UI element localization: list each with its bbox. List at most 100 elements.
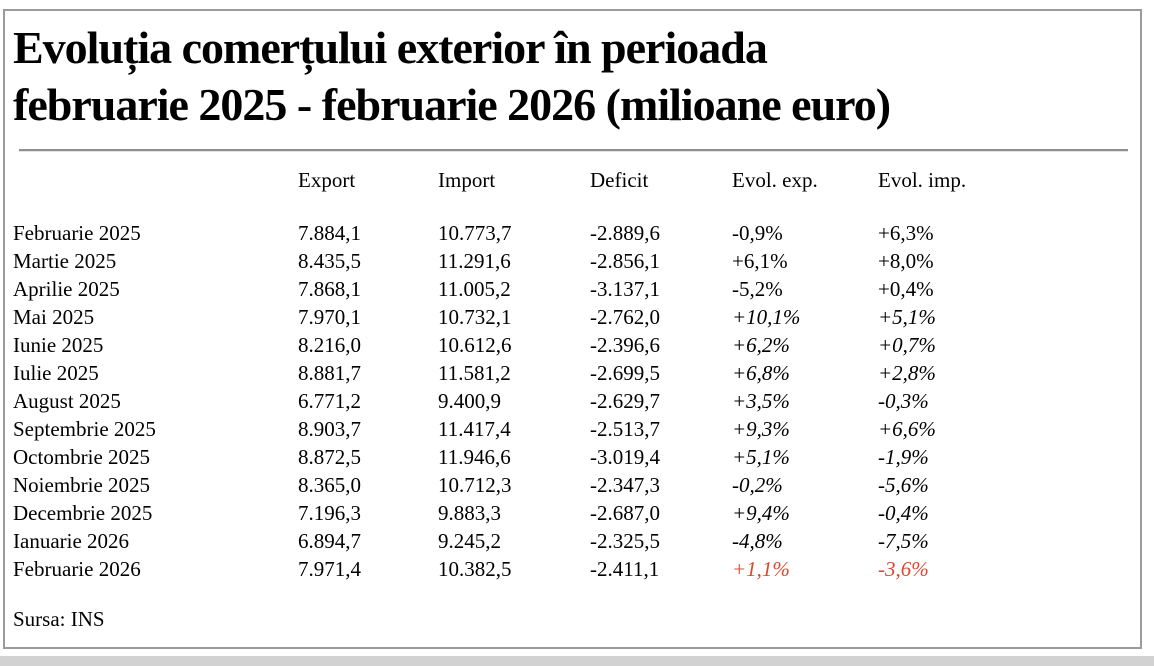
cell-month: Februarie 2025: [13, 220, 141, 245]
cell-month: Decembrie 2025: [13, 500, 153, 525]
column-header-import: Import: [438, 168, 496, 192]
cell-import: 11.005,2: [438, 276, 511, 301]
cell-evol-exp: +5,1%: [732, 444, 790, 469]
cell-import: 9.400,9: [438, 388, 501, 413]
cell-evol-exp: +3,5%: [732, 388, 790, 413]
cell-export: 8.435,5: [298, 248, 361, 273]
cell-evol-imp: +6,3%: [878, 220, 934, 245]
cell-import: 11.291,6: [438, 248, 511, 273]
cell-evol-exp: +1,1%: [732, 556, 790, 581]
cell-evol-exp: -0,9%: [732, 220, 783, 245]
cell-import: 10.382,5: [438, 556, 512, 581]
cell-export: 6.894,7: [298, 528, 361, 553]
cell-evol-exp: +9,4%: [732, 500, 790, 525]
page-title-line-1: Evoluția comerțului exterior în perioada: [13, 22, 768, 73]
cell-evol-exp: +6,2%: [732, 332, 790, 357]
cell-deficit: -2.411,1: [590, 556, 660, 581]
table-row: Decembrie 2025 7.196,3 9.883,3 -2.687,0 +9,4…: [13, 499, 1133, 527]
cell-deficit: -2.347,3: [590, 472, 660, 497]
cell-evol-imp: +2,8%: [878, 360, 936, 385]
cell-evol-imp: +8,0%: [878, 248, 934, 273]
cell-evol-exp: -0,2%: [732, 472, 783, 497]
cell-export: 8.881,7: [298, 360, 361, 385]
cell-deficit: -3.019,4: [590, 444, 660, 469]
cell-evol-imp: -7,5%: [878, 528, 929, 553]
cell-evol-imp: -0,3%: [878, 388, 929, 413]
infographic-card: Evoluția comerțului exterior în perioada…: [3, 9, 1142, 649]
cell-import: 11.946,6: [438, 444, 511, 469]
cell-evol-exp: +6,8%: [732, 360, 790, 385]
cell-export: 7.884,1: [298, 220, 361, 245]
table-body: Februarie 2025 7.884,1 10.773,7 -2.889,6 -0,…: [13, 219, 1133, 583]
cell-export: 6.771,2: [298, 388, 361, 413]
cell-export: 7.971,4: [298, 556, 361, 581]
cell-deficit: -2.699,5: [590, 360, 660, 385]
cell-deficit: -3.137,1: [590, 276, 660, 301]
table-row: Martie 2025 8.435,5 11.291,6 -2.856,1 +6,1% +…: [13, 247, 1133, 275]
cell-import: 10.612,6: [438, 332, 512, 357]
cell-deficit: -2.629,7: [590, 388, 660, 413]
table-row: Aprilie 2025 7.868,1 11.005,2 -3.137,1 -5,2%…: [13, 275, 1133, 303]
cell-evol-imp: -0,4%: [878, 500, 929, 525]
cell-export: 8.216,0: [298, 332, 361, 357]
cell-month: August 2025: [13, 388, 121, 413]
table-row: Noiembrie 2025 8.365,0 10.712,3 -2.347,3 -0,…: [13, 471, 1133, 499]
cell-month: Septembrie 2025: [13, 416, 156, 441]
cell-deficit: -2.687,0: [590, 500, 660, 525]
cell-month: Aprilie 2025: [13, 276, 120, 301]
page-title: Evoluția comerțului exterior în perioada…: [13, 19, 1136, 133]
cell-import: 11.417,4: [438, 416, 511, 441]
table-row: Iulie 2025 8.881,7 11.581,2 -2.699,5 +6,8% +2…: [13, 359, 1133, 387]
cell-month: Iulie 2025: [13, 360, 99, 385]
cell-evol-imp: +0,7%: [878, 332, 936, 357]
cell-evol-exp: +9,3%: [732, 416, 790, 441]
cell-evol-exp: +6,1%: [732, 248, 788, 273]
cell-month: Iunie 2025: [13, 332, 104, 357]
source-label: Sursa: INS: [13, 607, 105, 631]
column-header-month: [13, 168, 298, 219]
cell-evol-imp: +6,6%: [878, 416, 936, 441]
table-row: Octombrie 2025 8.872,5 11.946,6 -3.019,4 +5,…: [13, 443, 1133, 471]
cell-export: 7.868,1: [298, 276, 361, 301]
cell-export: 7.970,1: [298, 304, 361, 329]
cell-deficit: -2.325,5: [590, 528, 660, 553]
title-divider: [19, 149, 1128, 152]
column-header-export: Export: [298, 168, 356, 192]
cell-deficit: -2.396,6: [590, 332, 660, 357]
cell-evol-imp: +0,4%: [878, 276, 934, 301]
table-header-row: Export Import Deficit Evol. exp. Evol. imp.: [13, 168, 1133, 219]
cell-deficit: -2.513,7: [590, 416, 660, 441]
table-row: Februarie 2026 7.971,4 10.382,5 -2.411,1 +1,…: [13, 555, 1133, 583]
cell-deficit: -2.856,1: [590, 248, 660, 273]
cell-export: 8.365,0: [298, 472, 361, 497]
cell-month: Octombrie 2025: [13, 444, 151, 469]
cell-export: 7.196,3: [298, 500, 361, 525]
cell-month: Februarie 2026: [13, 556, 141, 581]
cell-import: 9.883,3: [438, 500, 501, 525]
cell-month: Ianuarie 2026: [13, 528, 130, 553]
cell-deficit: -2.889,6: [590, 220, 660, 245]
table-row: Iunie 2025 8.216,0 10.612,6 -2.396,6 +6,2% +0…: [13, 331, 1133, 359]
table-row: August 2025 6.771,2 9.400,9 -2.629,7 +3,5% -0…: [13, 387, 1133, 415]
cell-export: 8.872,5: [298, 444, 361, 469]
table-row: Februarie 2025 7.884,1 10.773,7 -2.889,6 -0,…: [13, 219, 1133, 247]
cell-evol-exp: +10,1%: [732, 304, 801, 329]
cell-evol-imp: -1,9%: [878, 444, 929, 469]
cell-import: 10.732,1: [438, 304, 512, 329]
cell-import: 10.773,7: [438, 220, 512, 245]
column-header-evol-imp: Evol. imp.: [878, 168, 967, 192]
table-row: Septembrie 2025 8.903,7 11.417,4 -2.513,7 +9…: [13, 415, 1133, 443]
cell-deficit: -2.762,0: [590, 304, 660, 329]
table-row: Mai 2025 7.970,1 10.732,1 -2.762,0 +10,1% +5,…: [13, 303, 1133, 331]
cell-evol-imp: -3,6%: [878, 556, 929, 581]
cell-evol-imp: +5,1%: [878, 304, 936, 329]
cell-month: Martie 2025: [13, 248, 117, 273]
cell-month: Mai 2025: [13, 304, 95, 329]
column-header-deficit: Deficit: [590, 168, 649, 192]
cell-import: 11.581,2: [438, 360, 511, 385]
trade-table: Export Import Deficit Evol. exp. Evol. imp. …: [13, 168, 1133, 583]
column-header-evol-exp: Evol. exp.: [732, 168, 818, 192]
cell-evol-imp: -5,6%: [878, 472, 929, 497]
cell-evol-exp: -4,8%: [732, 528, 783, 553]
page-title-line-2: februarie 2025 - februarie 2026 (milioan…: [13, 79, 891, 130]
